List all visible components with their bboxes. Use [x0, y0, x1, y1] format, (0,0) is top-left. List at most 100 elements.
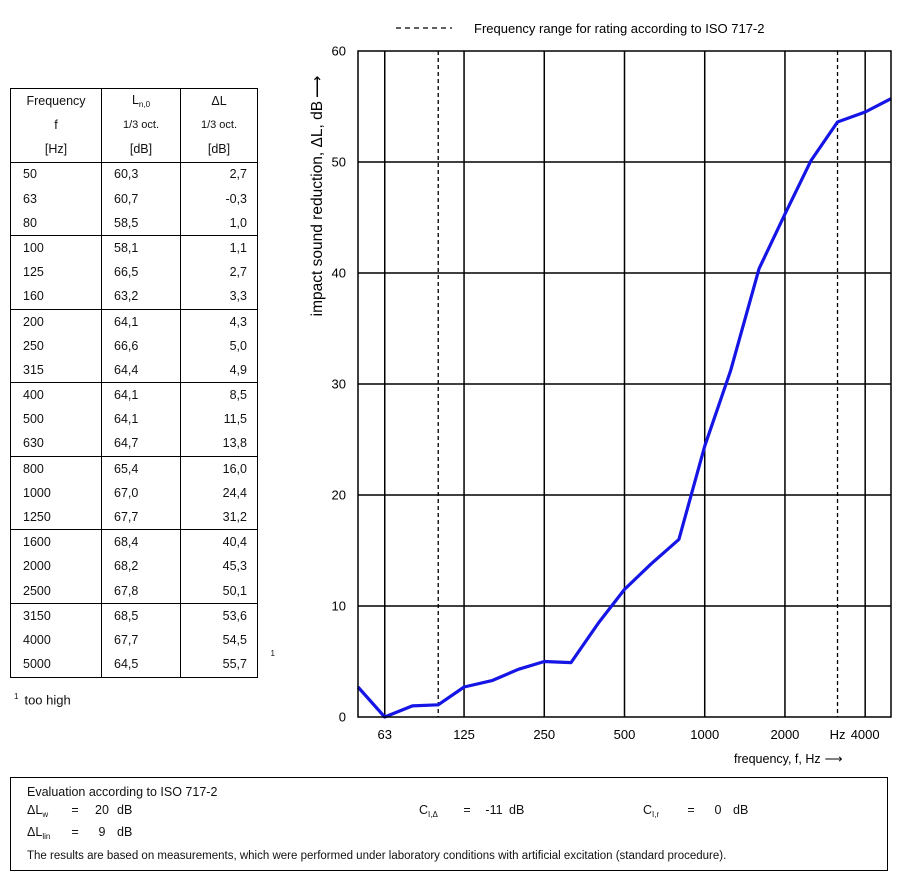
cell-delta-l: 24,4 — [180, 481, 258, 506]
weighted-reduction-row: ΔLw = 20 dB — [27, 803, 133, 819]
cell-delta-l: 16,0 — [180, 456, 258, 481]
cell-delta-l: 3,3 — [180, 284, 258, 310]
table-row: 1000 67,0 24,4 — [10, 481, 258, 506]
cell-delta-l: 50,1 — [180, 578, 258, 604]
cell-ln0: 67,8 — [101, 578, 181, 604]
cell-frequency: 1600 — [10, 529, 102, 555]
cell-delta-l: 53,6 — [180, 603, 258, 629]
cell-delta-l-value: 55,7 — [222, 657, 247, 672]
footnote-mark: 1 — [270, 649, 275, 659]
ci-r-symbol: CI,r — [643, 803, 660, 819]
table-row: 2500 67,8 50,1 — [10, 578, 258, 604]
x-tick-label: Hz — [830, 727, 846, 742]
cell-ln0: 60,7 — [101, 186, 181, 211]
footnote-mark: 1 — [14, 692, 19, 701]
cell-delta-l: 2,7 — [180, 260, 258, 285]
cell-delta-l: 45,3 — [180, 554, 258, 579]
x-tick-label: 4000 — [851, 727, 880, 742]
cell-delta-l: -0,3 — [180, 186, 258, 211]
x-tick-label: 2000 — [770, 727, 799, 742]
cell-delta-l: 2,7 — [180, 162, 258, 187]
cell-frequency: 5000 — [10, 652, 102, 678]
cell-frequency: 630 — [10, 431, 102, 457]
header-delta-l: ΔL — [180, 88, 258, 114]
header-frequency-symbol: f — [10, 113, 102, 138]
cell-ln0: 64,7 — [101, 431, 181, 457]
ci-delta-row: CI,Δ = -11 dB — [419, 803, 525, 819]
cell-frequency: 160 — [10, 284, 102, 310]
cell-delta-l: 55,7 1 — [180, 650, 275, 678]
dlw-value: 20 — [95, 803, 109, 817]
cell-frequency: 250 — [10, 333, 102, 359]
x-axis-label: frequency, f, Hz ⟶ — [734, 752, 843, 766]
cell-ln0: 68,5 — [101, 603, 181, 629]
y-axis-label: impact sound reduction, ΔL, dB⟶ — [309, 75, 326, 316]
table-row: 63 60,7 -0,3 — [10, 186, 258, 211]
cell-delta-l: 1,1 — [180, 235, 258, 261]
cell-frequency: 125 — [10, 260, 102, 285]
x-tick-labels: 63 125 250 500 1000 2000 Hz 4000 — [378, 727, 880, 742]
data-table: Frequency Ln,0 ΔL f 1/3 oct. 1/3 oct. [H… — [10, 88, 275, 678]
table-row: 200 64,1 4,3 — [10, 309, 258, 334]
y-tick-label: 0 — [339, 710, 346, 725]
evaluation-box: Evaluation according to ISO 717-2 ΔLw = 20… — [10, 777, 888, 871]
table-row: 4000 67,7 54,5 — [10, 628, 258, 653]
y-tick-label: 20 — [332, 488, 346, 503]
cell-delta-l: 40,4 — [180, 529, 258, 555]
cell-delta-l: 11,5 — [180, 407, 258, 432]
table-row: 80 58,5 1,0 — [10, 210, 258, 237]
cell-frequency: 1000 — [10, 481, 102, 506]
table-row: 125 66,5 2,7 — [10, 260, 258, 285]
cell-delta-l: 8,5 — [180, 382, 258, 408]
x-tick-label: 63 — [378, 727, 392, 742]
ci-r-row: CI,r = 0 dB — [643, 803, 749, 819]
cell-frequency: 80 — [10, 210, 102, 237]
cell-ln0: 65,4 — [101, 456, 181, 481]
table-row: 5000 64,5 55,7 1 — [10, 650, 275, 678]
linear-reduction-row: ΔLlin = 9 dB — [27, 825, 133, 841]
table-row: 160 63,2 3,3 — [10, 284, 258, 310]
cell-frequency: 500 — [10, 407, 102, 432]
table-row: 2000 68,2 45,3 — [10, 554, 258, 579]
cell-ln0: 64,5 — [101, 652, 181, 678]
dlw-symbol: ΔLw — [27, 803, 49, 819]
cell-ln0: 68,4 — [101, 529, 181, 555]
y-tick-label: 40 — [332, 266, 346, 281]
dllin-value: 9 — [98, 825, 106, 839]
table-row: 250 66,6 5,0 — [10, 333, 258, 359]
cell-ln0: 63,2 — [101, 284, 181, 310]
footnote-text: too high — [24, 692, 71, 708]
header-frequency-unit: [Hz] — [10, 137, 102, 163]
ci-delta-value: -11 — [485, 803, 503, 817]
table-row: 630 64,7 13,8 — [10, 431, 258, 457]
cell-ln0: 67,0 — [101, 481, 181, 506]
table-row: 50 60,3 2,7 — [10, 162, 258, 187]
legend-label: Frequency range for rating according to … — [474, 21, 765, 36]
y-tick-label: 30 — [332, 377, 346, 392]
cell-frequency: 3150 — [10, 603, 102, 629]
cell-frequency: 1250 — [10, 505, 102, 531]
table-row: 400 64,1 8,5 — [10, 382, 258, 408]
table-header-row: f 1/3 oct. 1/3 oct. — [10, 113, 258, 138]
x-tick-label: 1000 — [690, 727, 719, 742]
cell-ln0: 58,5 — [101, 210, 181, 237]
table-header-row: Frequency Ln,0 ΔL — [10, 88, 258, 114]
cell-ln0: 67,7 — [101, 505, 181, 531]
cell-frequency: 100 — [10, 235, 102, 261]
series-line — [356, 97, 892, 719]
dllin-symbol: ΔLlin — [27, 825, 51, 841]
cell-frequency: 4000 — [10, 628, 102, 653]
x-tick-label: 125 — [453, 727, 475, 742]
header-frequency: Frequency — [10, 88, 102, 114]
cell-delta-l: 13,8 — [180, 431, 258, 457]
chart-grid — [358, 51, 891, 717]
cell-ln0: 58,1 — [101, 235, 181, 261]
cell-delta-l: 1,0 — [180, 210, 258, 237]
table-row: 315 64,4 4,9 — [10, 358, 258, 384]
cell-delta-l: 4,3 — [180, 309, 258, 334]
ci-r-value: 0 — [714, 803, 722, 817]
cell-delta-l: 4,9 — [180, 358, 258, 384]
cell-frequency: 800 — [10, 456, 102, 481]
table-row: 500 64,1 11,5 — [10, 407, 258, 432]
footnote: 1 too high — [14, 692, 71, 707]
